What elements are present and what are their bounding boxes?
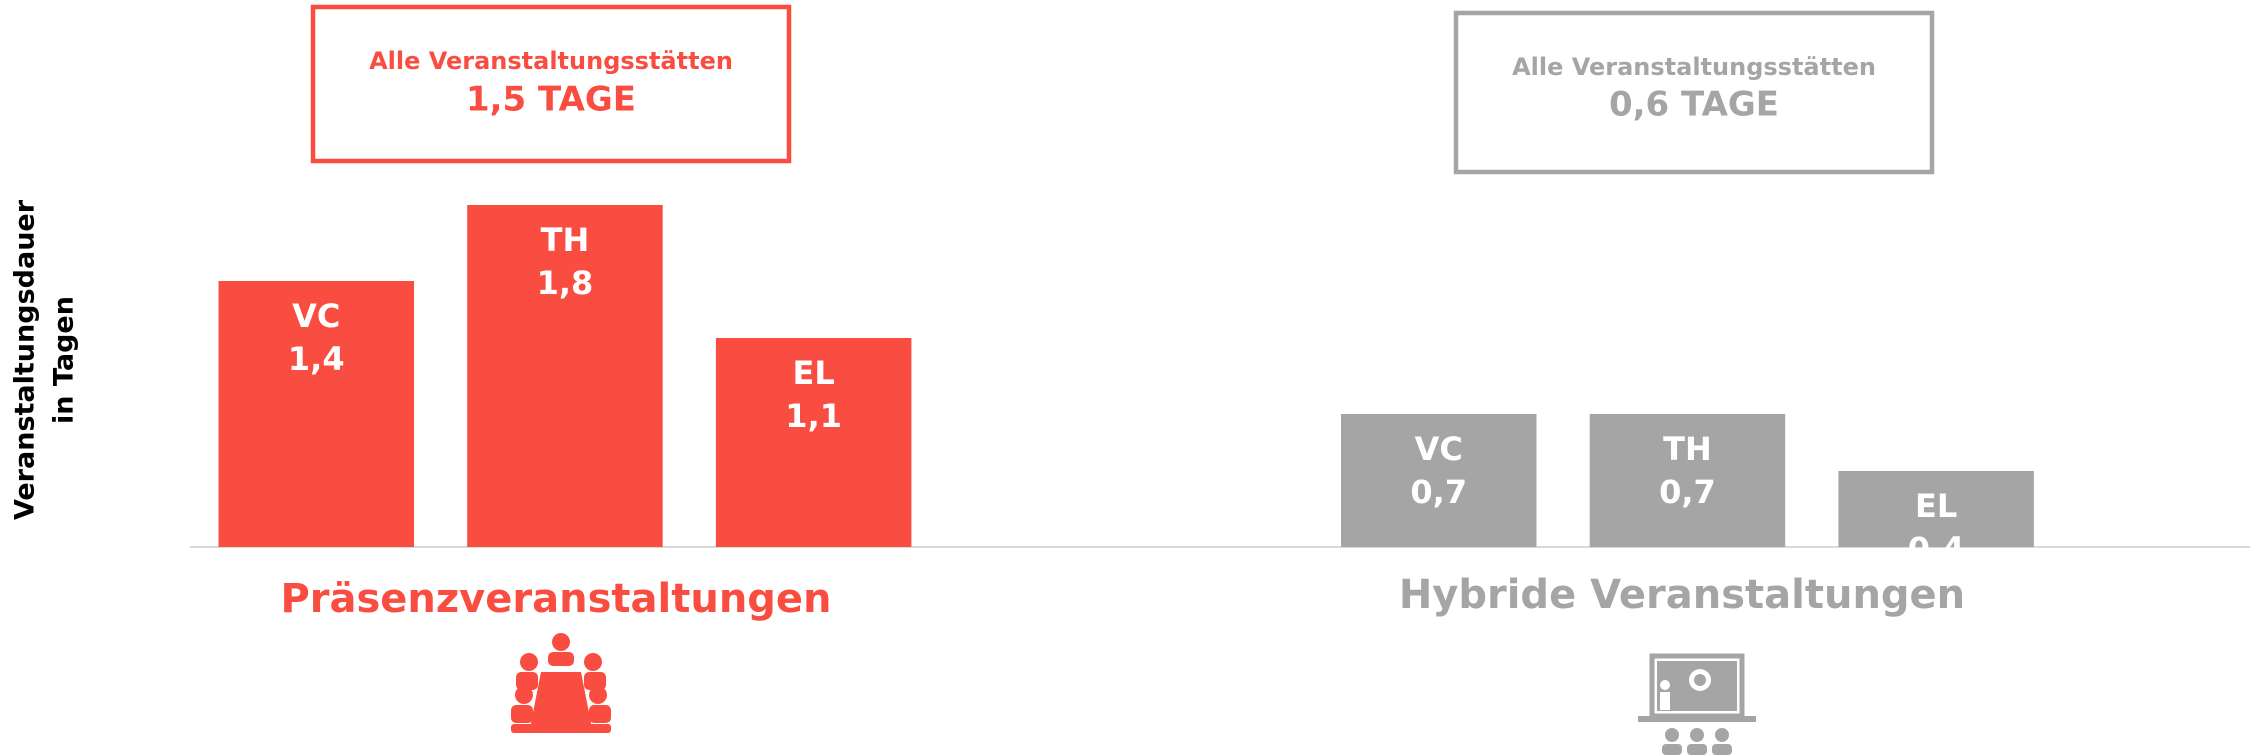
summary-label: Alle Veranstaltungsstätten	[369, 47, 733, 75]
bar	[467, 205, 663, 547]
y-label-line: Veranstaltungsdauer	[10, 199, 41, 520]
bar	[218, 281, 414, 547]
y-axis-label: Veranstaltungsdauer in Tagen	[10, 199, 80, 520]
y-label-line: in Tagen	[49, 296, 80, 424]
bar-category-label: TH	[1663, 430, 1712, 468]
group-title: Präsenzveranstaltungen	[280, 576, 831, 622]
bar-value-label: 0,7	[1410, 473, 1467, 511]
group-title: Hybride Veranstaltungen	[1399, 572, 1965, 618]
bar-value-label: 0,7	[1659, 473, 1716, 511]
bar	[1341, 414, 1537, 547]
bar	[1838, 471, 2034, 547]
summary-value: 0,6 TAGE	[1609, 85, 1779, 125]
summary-box	[1453, 10, 1935, 175]
summary-label: Alle Veranstaltungsstätten	[1512, 53, 1876, 81]
bar-category-label: VC	[1415, 430, 1463, 468]
bar-category-label: VC	[292, 297, 340, 335]
summary-value: 1,5 TAGE	[466, 80, 636, 120]
bar	[1589, 414, 1786, 547]
bar-value-label: 1,4	[288, 340, 345, 378]
bar-value-label: 1,1	[785, 397, 842, 435]
meeting-icon	[511, 633, 611, 733]
bar-category-label: EL	[793, 354, 835, 392]
bar-value-label: 0,4	[1908, 530, 1965, 568]
summary-box	[310, 4, 792, 164]
bar-category-label: TH	[541, 221, 590, 259]
bar-value-label: 1,8	[537, 264, 594, 302]
hybrid-icon	[1638, 653, 1756, 755]
bar	[715, 338, 912, 547]
bar-category-label: EL	[1915, 487, 1957, 525]
